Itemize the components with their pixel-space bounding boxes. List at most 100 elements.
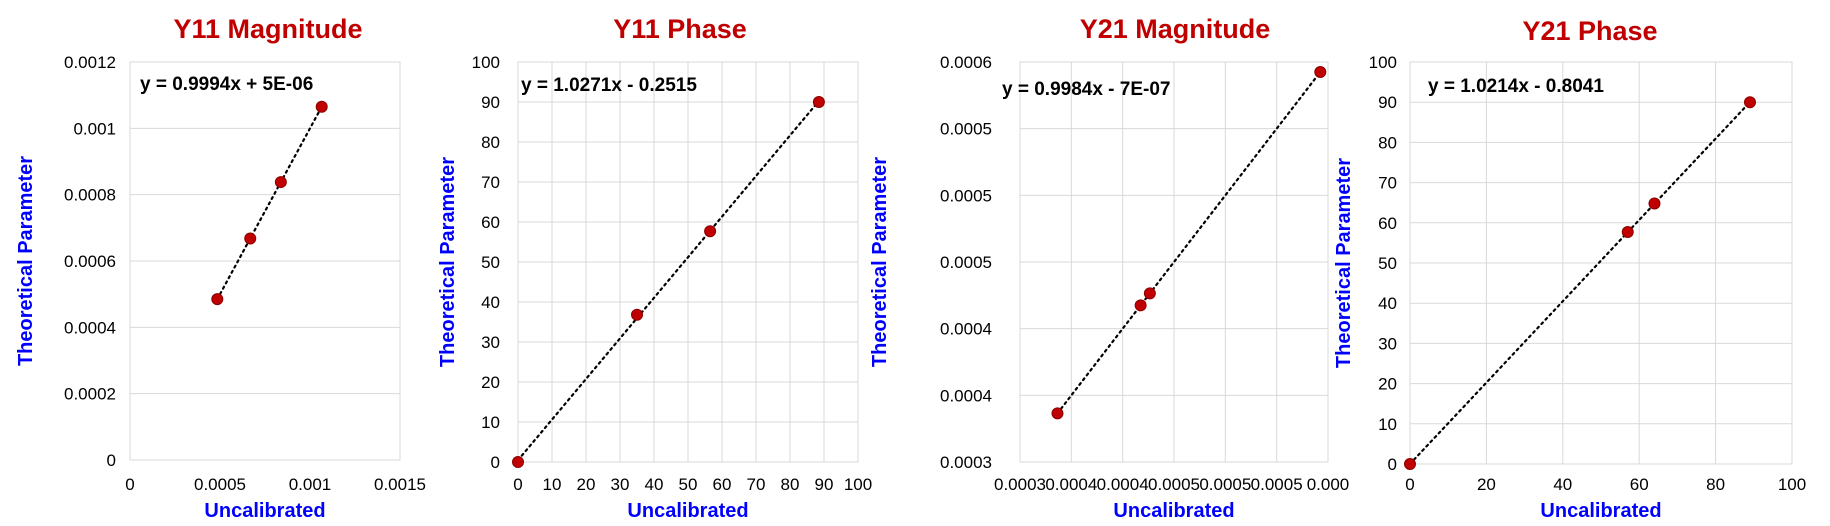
y-tick-label: 0.0005 — [940, 253, 992, 272]
y-tick-label: 30 — [481, 333, 500, 352]
chart-title: Y11 Magnitude — [173, 14, 362, 44]
y-axis-label: Theoretical Parameter — [1333, 158, 1355, 368]
y-tick-label: 0.0006 — [64, 252, 116, 271]
x-tick-label: 0.0004 — [1097, 475, 1149, 494]
x-tick-label: 60 — [1630, 475, 1649, 494]
y-tick-label: 60 — [1378, 214, 1397, 233]
x-tick-label: 0.0004 — [1045, 475, 1097, 494]
x-tick-label: 30 — [611, 475, 630, 494]
y-tick-label: 0.0008 — [64, 186, 116, 205]
y-tick-label: 0 — [107, 451, 116, 470]
y-tick-label: 0.0002 — [64, 385, 116, 404]
data-point — [631, 308, 643, 321]
x-tick-label: 100 — [1778, 475, 1806, 494]
x-tick-label: 80 — [781, 475, 800, 494]
y-tick-label: 40 — [481, 293, 500, 312]
y-tick-label: 0 — [1388, 455, 1397, 474]
x-axis-label: Uncalibrated — [627, 500, 748, 522]
y-tick-label: 70 — [481, 173, 500, 192]
trendline-equation: y = 0.9994x + 5E-06 — [140, 74, 313, 95]
x-tick-label: 0.001 — [289, 475, 332, 494]
trendline — [1408, 100, 1752, 466]
plot-area — [129, 61, 401, 461]
x-axis-label: Uncalibrated — [1540, 500, 1661, 522]
plot-area — [517, 61, 859, 463]
chart-panel: Y21 Magnitude0.00030.00040.00040.00050.0… — [869, 14, 1349, 522]
y-tick-label: 20 — [481, 373, 500, 392]
y-tick-label: 0.0004 — [64, 318, 116, 337]
trendline-equation: y = 1.0271x - 0.2515 — [521, 75, 697, 96]
y-tick-label: 0 — [491, 453, 500, 472]
chart-title: Y21 Magnitude — [1080, 14, 1271, 44]
y-tick-label: 70 — [1378, 174, 1397, 193]
y-tick-label: 0.0004 — [940, 386, 992, 405]
x-tick-label: 0.0005 — [1251, 475, 1303, 494]
data-point — [704, 225, 717, 238]
x-tick-label: 0.0015 — [374, 475, 426, 494]
y-tick-label: 100 — [472, 53, 500, 72]
x-tick-label: 20 — [1477, 475, 1496, 494]
trendline-equation: y = 1.0214x - 0.8041 — [1428, 76, 1604, 97]
x-tick-label: 0 — [513, 475, 522, 494]
trendline — [516, 99, 821, 462]
plot-area — [1409, 61, 1793, 465]
x-tick-label: 20 — [577, 475, 596, 494]
data-point — [1743, 96, 1756, 109]
data-point — [812, 96, 825, 108]
trendline-equation: y = 0.9984x - 7E-07 — [1002, 79, 1171, 100]
chart-title: Y11 Phase — [613, 14, 747, 44]
y-tick-label: 0.0006 — [940, 53, 992, 72]
data-point — [211, 293, 224, 306]
x-tick-label: 10 — [543, 475, 562, 494]
data-point — [512, 456, 524, 468]
y-tick-label: 20 — [1378, 375, 1397, 394]
chart-panel: Y21 Phase 0 10 20 30 40 50 60 70 80 90 100 0 20 40 60 80… — [1333, 16, 1806, 522]
y-axis-label: Theoretical Parameter — [869, 157, 891, 367]
data-point — [274, 176, 287, 189]
y-tick-label: 90 — [1378, 93, 1397, 112]
x-tick-label: 90 — [815, 475, 834, 494]
y-tick-label: 30 — [1378, 334, 1397, 353]
chart-panel: Y11 Magnitude 0 0.0002 0.0004 0.0006 0.0008 0.… — [15, 14, 426, 522]
trendline — [216, 105, 323, 301]
data-point — [1143, 287, 1156, 300]
x-tick-label: 0 — [125, 475, 134, 494]
data-point — [1134, 299, 1147, 312]
x-tick-label: 50 — [679, 475, 698, 494]
data-point — [1314, 66, 1327, 78]
y-tick-label: 50 — [1378, 254, 1397, 273]
x-tick-label: 0.0005 — [194, 475, 246, 494]
y-tick-label: 40 — [1378, 294, 1397, 313]
y-tick-label: 100 — [1369, 53, 1397, 72]
x-tick-label: 0 — [1405, 475, 1414, 494]
chart-title: Y21 Phase — [1522, 16, 1657, 46]
y-tick-label: 10 — [481, 413, 500, 432]
y-tick-label: 0.0005 — [940, 120, 992, 139]
x-tick-label: 100 — [844, 475, 872, 494]
y-tick-label: 0.001 — [73, 119, 116, 138]
y-tick-label: 0.0005 — [940, 186, 992, 205]
x-tick-label: 0.0005 — [1148, 475, 1200, 494]
y-tick-label: 80 — [481, 133, 500, 152]
y-tick-label: 60 — [481, 213, 500, 232]
data-point — [1648, 197, 1661, 210]
data-point — [1404, 458, 1416, 470]
x-tick-label: 0.000 — [1307, 475, 1350, 494]
trendline — [1056, 70, 1322, 415]
data-point — [244, 232, 257, 245]
y-tick-label: 0.0003 — [940, 453, 992, 472]
data-point — [1621, 226, 1634, 239]
y-tick-label: 90 — [481, 93, 500, 112]
y-tick-label: 80 — [1378, 133, 1397, 152]
chart-panel: Y11 Phase 0 10 20 30 40 50 60 70 80 90 100 0 10 20 30 40… — [437, 14, 872, 522]
plot-area — [1019, 61, 1329, 463]
data-point — [315, 100, 328, 113]
x-tick-label: 60 — [713, 475, 732, 494]
x-axis-label: Uncalibrated — [1113, 500, 1234, 522]
x-tick-label: 40 — [1553, 475, 1572, 494]
x-tick-label: 0.0005 — [1199, 475, 1251, 494]
x-tick-label: 70 — [747, 475, 766, 494]
data-point — [1051, 407, 1064, 420]
y-tick-label: 10 — [1378, 415, 1397, 434]
